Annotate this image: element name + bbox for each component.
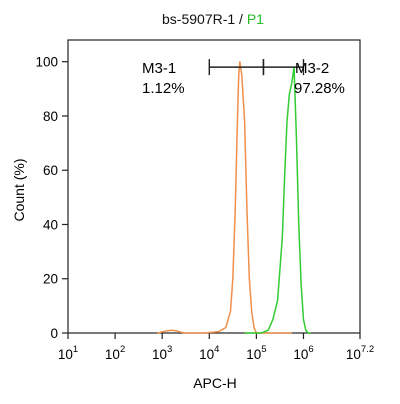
x-tick-base: 10: [246, 347, 261, 362]
y-tick-label-20: 20: [43, 272, 58, 287]
x-tick-base: 10: [152, 347, 167, 362]
x-tick-exponent: 1: [73, 344, 78, 355]
x-tick-exponent: 7.2: [361, 344, 374, 355]
gate-label-M3-2: M3-2: [295, 60, 329, 77]
series-layer: [157, 60, 311, 334]
gate-percent-M3-1: 1.12%: [142, 80, 185, 97]
x-tick-base: 10: [199, 347, 214, 362]
title-gate: P1: [247, 11, 264, 27]
x-tick-exponent: 6: [308, 344, 313, 355]
y-tick-label-0: 0: [50, 326, 58, 341]
x-axis: 101 102 103 104 105 106 107.2: [58, 333, 374, 362]
x-tick-base: 10: [58, 347, 73, 362]
x-tick-label-5: 105: [246, 344, 266, 362]
chart-title: bs-5907R-1 / P1: [162, 11, 264, 27]
y-tick-label-40: 40: [43, 217, 58, 232]
x-tick-exponent: 3: [167, 344, 172, 355]
x-axis-label: APC-H: [193, 375, 237, 391]
histogram-series-2: [244, 66, 311, 334]
x-tick-label-3: 103: [152, 344, 172, 362]
x-tick-label-2: 102: [105, 344, 125, 362]
x-tick-label-7.2: 107.2: [346, 344, 374, 362]
x-tick-exponent: 5: [261, 344, 266, 355]
histogram-series-1: [157, 60, 292, 334]
x-tick-exponent: 4: [214, 344, 219, 355]
y-axis-label: Count (%): [11, 158, 27, 221]
x-tick-label-1: 101: [58, 344, 78, 362]
gate-layer: M3-1 1.12% M3-2 97.28%: [142, 59, 345, 97]
x-tick-exponent: 2: [120, 344, 125, 355]
plot-frame: [67, 39, 361, 334]
gate-label-M3-1: M3-1: [142, 60, 176, 77]
x-tick-label-6: 106: [293, 344, 313, 362]
x-tick-base: 10: [105, 347, 120, 362]
y-tick-label-100: 100: [35, 55, 58, 70]
x-tick-base: 10: [293, 347, 308, 362]
y-tick-label-60: 60: [43, 163, 58, 178]
y-tick-label-80: 80: [43, 109, 58, 124]
y-axis: 0 20 40 60 80 100: [35, 55, 68, 341]
gate-percent-M3-2: 97.28%: [294, 80, 345, 97]
x-tick-base: 10: [346, 347, 361, 362]
title-sample: bs-5907R-1: [162, 11, 235, 27]
x-tick-label-4: 104: [199, 344, 219, 362]
title-separator: /: [235, 11, 247, 27]
